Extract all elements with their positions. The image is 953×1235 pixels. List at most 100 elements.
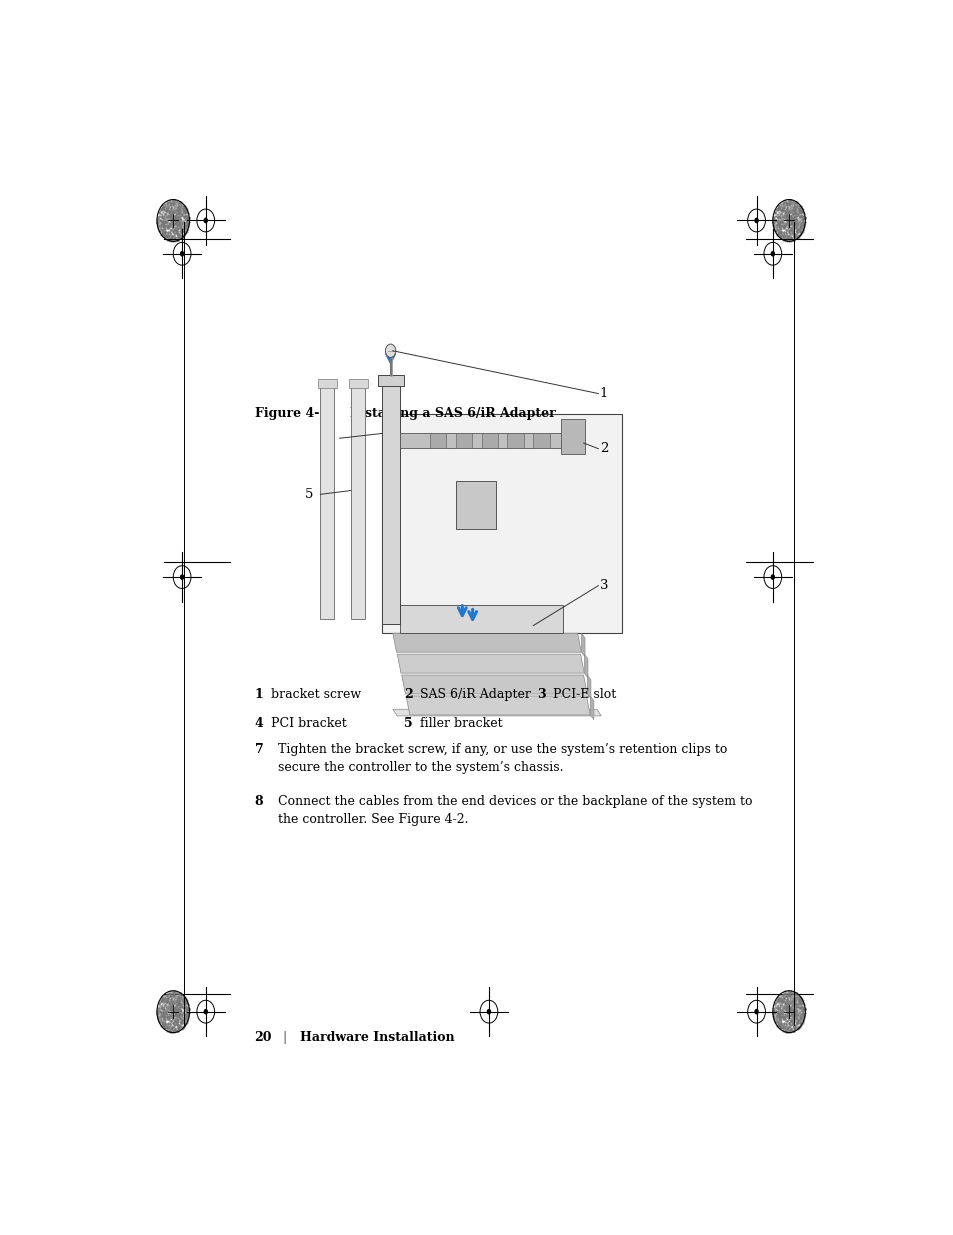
Point bbox=[164, 1005, 179, 1025]
Point bbox=[793, 222, 808, 242]
Point bbox=[162, 1020, 177, 1040]
Point bbox=[165, 982, 180, 1002]
Point bbox=[151, 217, 166, 237]
Point bbox=[151, 201, 166, 221]
Point bbox=[172, 1013, 188, 1032]
Point bbox=[174, 220, 190, 240]
Point bbox=[781, 994, 796, 1014]
Point bbox=[792, 993, 807, 1013]
Point bbox=[176, 212, 192, 232]
Point bbox=[156, 206, 172, 226]
Point bbox=[774, 216, 789, 236]
Point bbox=[173, 1013, 189, 1032]
Point bbox=[157, 227, 172, 247]
Point bbox=[176, 1013, 192, 1032]
Point bbox=[176, 989, 192, 1009]
Point bbox=[161, 994, 176, 1014]
Point bbox=[172, 195, 187, 215]
Point bbox=[783, 1020, 799, 1040]
Point bbox=[778, 1016, 793, 1036]
Point bbox=[781, 998, 797, 1018]
Point bbox=[172, 1000, 188, 1020]
Point bbox=[154, 203, 170, 222]
Point bbox=[793, 206, 808, 226]
Point bbox=[788, 219, 803, 238]
Point bbox=[775, 228, 790, 248]
Point bbox=[796, 214, 811, 233]
Point bbox=[784, 230, 800, 249]
Polygon shape bbox=[580, 634, 584, 657]
Point bbox=[152, 204, 167, 224]
Point bbox=[778, 222, 793, 242]
Point bbox=[787, 217, 802, 237]
Point bbox=[780, 206, 795, 226]
Point bbox=[177, 222, 193, 242]
Point bbox=[175, 994, 191, 1014]
Point bbox=[163, 231, 178, 251]
Point bbox=[178, 1003, 193, 1023]
Point bbox=[784, 203, 800, 222]
Point bbox=[796, 998, 811, 1018]
Point bbox=[174, 1016, 190, 1036]
Point bbox=[162, 201, 177, 221]
Point bbox=[781, 220, 797, 240]
Point bbox=[170, 193, 185, 212]
Point bbox=[174, 200, 190, 220]
Point bbox=[790, 1016, 805, 1036]
Point bbox=[158, 998, 173, 1018]
Point bbox=[180, 1003, 195, 1023]
Point bbox=[780, 988, 795, 1008]
Point bbox=[784, 1013, 800, 1032]
Point bbox=[789, 1007, 804, 1026]
Point bbox=[150, 207, 165, 227]
Point bbox=[179, 997, 194, 1016]
Point bbox=[786, 1010, 801, 1030]
Point bbox=[775, 217, 790, 237]
Point bbox=[784, 227, 800, 247]
Point bbox=[151, 1000, 166, 1020]
Point bbox=[792, 1013, 807, 1032]
Point bbox=[769, 1014, 784, 1034]
Point bbox=[155, 1008, 171, 1028]
Point bbox=[154, 198, 170, 217]
Point bbox=[776, 219, 791, 238]
Point bbox=[782, 206, 798, 226]
Point bbox=[161, 205, 176, 225]
Point bbox=[165, 228, 180, 248]
Point bbox=[778, 205, 793, 225]
Point bbox=[173, 1019, 189, 1039]
Point bbox=[782, 993, 798, 1013]
Point bbox=[775, 222, 790, 242]
Point bbox=[159, 986, 174, 1005]
Point bbox=[162, 206, 177, 226]
Point bbox=[776, 199, 791, 219]
Point bbox=[167, 997, 182, 1016]
Point bbox=[173, 206, 189, 226]
Point bbox=[157, 211, 172, 231]
Point bbox=[154, 989, 170, 1009]
Point bbox=[181, 1003, 196, 1023]
Point bbox=[788, 1013, 803, 1032]
Point bbox=[769, 999, 784, 1019]
Point bbox=[769, 998, 784, 1018]
Point bbox=[161, 993, 176, 1013]
Point bbox=[173, 1011, 189, 1031]
Point bbox=[155, 212, 171, 232]
Point bbox=[168, 212, 183, 232]
Point bbox=[792, 222, 807, 242]
Point bbox=[770, 226, 785, 246]
Point bbox=[778, 994, 793, 1014]
Point bbox=[158, 990, 173, 1010]
Point bbox=[793, 994, 808, 1014]
Point bbox=[164, 1000, 179, 1020]
Point bbox=[778, 1019, 793, 1039]
Point bbox=[786, 986, 801, 1005]
Point bbox=[767, 201, 782, 221]
Point bbox=[779, 220, 794, 240]
Point bbox=[767, 1002, 782, 1021]
Point bbox=[176, 1013, 192, 1032]
Point bbox=[779, 1019, 794, 1039]
Point bbox=[162, 215, 177, 235]
Point bbox=[170, 204, 185, 224]
Point bbox=[153, 225, 169, 245]
